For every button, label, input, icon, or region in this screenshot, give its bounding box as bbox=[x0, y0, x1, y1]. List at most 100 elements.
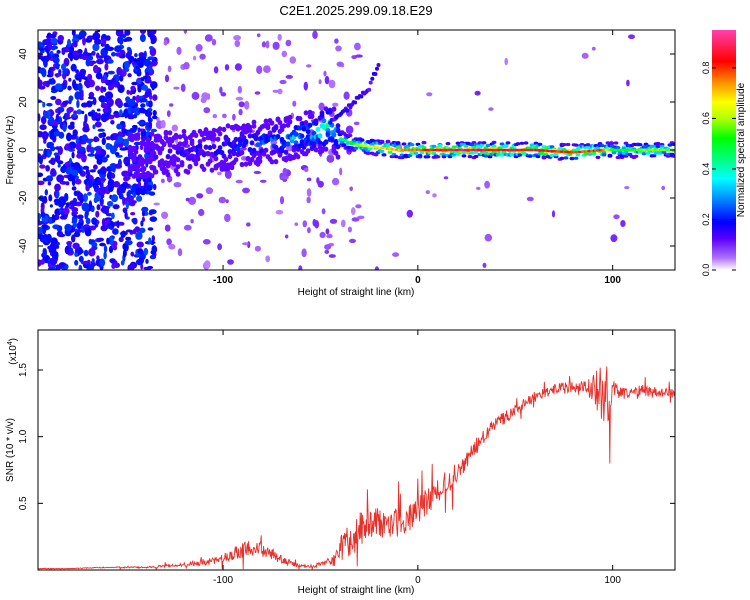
snr-line bbox=[38, 366, 675, 570]
spectrogram-y-tick-label: 40 bbox=[18, 48, 29, 60]
heatmap-noise-cell bbox=[113, 181, 120, 188]
heatmap-noise-cell bbox=[120, 234, 125, 238]
heatmap-noise-cell bbox=[329, 218, 338, 224]
heatmap-noise-cell bbox=[87, 138, 92, 144]
heatmap-ridge-cell bbox=[217, 131, 223, 137]
heatmap-noise-cell bbox=[149, 94, 153, 100]
heatmap-ridge-cell bbox=[189, 138, 195, 144]
heatmap-ridge-cell bbox=[211, 136, 217, 142]
heatmap-noise-cell bbox=[302, 220, 308, 228]
spectrogram-x-axis-label: Height of straight line (km) bbox=[298, 287, 415, 298]
heatmap-ridge-cell bbox=[315, 126, 321, 132]
heatmap-noise-cell bbox=[148, 209, 157, 215]
heatmap-noise-cell bbox=[86, 144, 91, 153]
heatmap-noise-cell bbox=[73, 40, 78, 48]
heatmap-noise-cell bbox=[204, 260, 211, 269]
heatmap-ridge-cell bbox=[473, 150, 479, 154]
heatmap-noise-cell bbox=[225, 199, 229, 204]
heatmap-noise-cell bbox=[49, 242, 58, 250]
spectrogram-x-tick-label: 100 bbox=[604, 275, 621, 286]
heatmap-noise-cell bbox=[54, 83, 63, 91]
heatmap-noise-cell bbox=[306, 188, 312, 197]
heatmap-noise-cell bbox=[96, 58, 104, 65]
heatmap-noise-cell bbox=[87, 191, 92, 196]
heatmap-noise-cell bbox=[91, 242, 98, 248]
heatmap-noise-cell bbox=[102, 37, 107, 46]
heatmap-noise-cell bbox=[326, 233, 333, 239]
heatmap-noise-cell bbox=[85, 167, 90, 176]
heatmap-noise-cell bbox=[331, 177, 340, 186]
heatmap-noise-cell bbox=[40, 116, 47, 125]
heatmap-noise-cell bbox=[336, 61, 344, 67]
heatmap-noise-cell bbox=[321, 208, 326, 215]
heatmap-noise-cell bbox=[103, 74, 107, 80]
heatmap-noise-cell bbox=[59, 181, 68, 185]
heatmap-ridge-cell bbox=[283, 155, 289, 161]
heatmap-noise-cell bbox=[207, 93, 211, 100]
heatmap-ridge-cell bbox=[193, 161, 199, 167]
heatmap-noise-cell bbox=[303, 81, 308, 91]
heatmap-noise-cell bbox=[75, 69, 79, 74]
heatmap-ridge-cell bbox=[553, 153, 559, 157]
heatmap-noise-cell bbox=[106, 218, 111, 224]
heatmap-noise-cell bbox=[134, 107, 140, 111]
heatmap-noise-cell bbox=[38, 180, 45, 186]
heatmap-ridge-cell bbox=[239, 161, 245, 168]
heatmap-noise-cell bbox=[97, 128, 105, 132]
heatmap-noise-cell bbox=[285, 74, 293, 79]
heatmap-ridge-cell bbox=[401, 142, 407, 146]
heatmap-noise-cell bbox=[332, 102, 339, 107]
heatmap-noise-cell bbox=[57, 146, 63, 155]
heatmap-noise-cell bbox=[591, 46, 596, 51]
heatmap-noise-cell bbox=[426, 92, 433, 97]
heatmap-ridge-cell bbox=[295, 154, 301, 160]
heatmap-ridge-cell bbox=[445, 142, 451, 146]
heatmap-noise-cell bbox=[106, 237, 110, 245]
heatmap-noise-cell bbox=[48, 216, 53, 225]
heatmap-noise-cell bbox=[125, 200, 129, 210]
heatmap-noise-cell bbox=[64, 245, 70, 255]
heatmap-ridge-cell bbox=[249, 156, 255, 163]
heatmap-noise-cell bbox=[42, 228, 47, 232]
heatmap-noise-cell bbox=[55, 73, 60, 78]
heatmap-noise-cell bbox=[285, 234, 289, 239]
heatmap-ridge-cell bbox=[323, 146, 329, 152]
heatmap-noise-cell bbox=[94, 176, 102, 186]
heatmap-branch-cell bbox=[368, 80, 373, 85]
heatmap-noise-cell bbox=[137, 181, 142, 187]
heatmap-noise-cell bbox=[103, 97, 108, 103]
heatmap-noise-cell bbox=[93, 97, 97, 106]
heatmap-noise-cell bbox=[124, 67, 130, 72]
heatmap-noise-cell bbox=[484, 180, 490, 189]
heatmap-noise-cell bbox=[254, 245, 261, 252]
heatmap-noise-cell bbox=[50, 96, 57, 100]
colorbar-tick-label: 0.8 bbox=[701, 62, 711, 75]
heatmap-noise-cell bbox=[45, 175, 54, 182]
heatmap-noise-cell bbox=[99, 258, 106, 267]
heatmap-noise-cell bbox=[82, 126, 90, 133]
heatmap-noise-cell bbox=[41, 131, 49, 140]
heatmap-ridge-cell bbox=[653, 151, 659, 155]
heatmap-noise-cell bbox=[104, 43, 111, 52]
heatmap-ridge-cell bbox=[165, 154, 171, 160]
heatmap-ridge-cell bbox=[215, 136, 221, 142]
heatmap-noise-cell bbox=[281, 50, 288, 58]
heatmap-noise-cell bbox=[62, 100, 69, 106]
heatmap-noise-cell bbox=[67, 38, 71, 48]
heatmap-noise-cell bbox=[263, 65, 271, 73]
heatmap-noise-cell bbox=[118, 221, 125, 226]
heatmap-noise-cell bbox=[222, 113, 227, 119]
heatmap-ridge-cell bbox=[381, 153, 387, 157]
heatmap-noise-cell bbox=[139, 144, 144, 150]
heatmap-ridge-cell bbox=[339, 140, 345, 144]
heatmap-ridge-cell bbox=[331, 106, 337, 112]
heatmap-noise-cell bbox=[130, 85, 136, 91]
heatmap-noise-cell bbox=[131, 218, 137, 223]
heatmap-noise-cell bbox=[114, 152, 120, 156]
colorbar-tick-label: 0.2 bbox=[701, 213, 711, 226]
heatmap-noise-cell bbox=[147, 66, 153, 74]
heatmap-noise-cell bbox=[131, 81, 139, 86]
heatmap-noise-cell bbox=[119, 147, 128, 151]
heatmap-noise-cell bbox=[351, 217, 360, 222]
